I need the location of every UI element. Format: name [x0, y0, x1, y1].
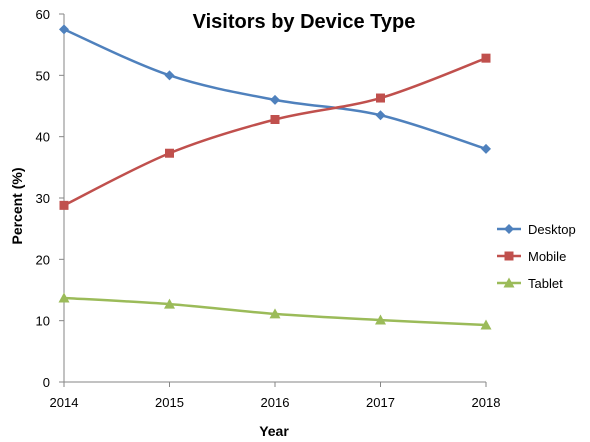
series-mobile: [59, 53, 491, 210]
tablet-point: [269, 308, 281, 319]
legend: Desktop Mobile Tablet: [497, 222, 576, 291]
x-tick-label: 2018: [472, 395, 501, 410]
mobile-point: [59, 200, 69, 210]
legend-marker: [504, 251, 514, 261]
series-group: [58, 24, 492, 330]
x-tick-label: 2016: [261, 395, 290, 410]
desktop-point: [481, 143, 491, 154]
y-tick-label: 20: [36, 252, 50, 267]
desktop-point: [270, 94, 280, 105]
legend-item-desktop: Desktop: [497, 222, 576, 237]
x-tick-label: 2015: [155, 395, 184, 410]
y-tick-label: 10: [36, 314, 50, 329]
legend-marker: [503, 277, 515, 288]
desktop-point: [59, 24, 69, 35]
x-tick-label: 2014: [50, 395, 79, 410]
legend-label: Mobile: [528, 249, 566, 264]
desktop-point: [375, 110, 386, 121]
mobile-point: [481, 53, 491, 63]
tablet-point: [375, 314, 386, 325]
series-desktop: [59, 24, 491, 154]
y-tick-label: 30: [36, 191, 50, 206]
mobile-point: [376, 93, 385, 103]
axes: 0 10 20 30 40 50 60 2014 2015 2016 2017 2018: [36, 7, 501, 410]
legend-label: Tablet: [528, 276, 563, 291]
legend-item-tablet: Tablet: [497, 276, 563, 291]
tablet-point: [164, 298, 175, 309]
x-axis-title: Year: [259, 423, 289, 439]
legend-label: Desktop: [528, 222, 576, 237]
desktop-point: [164, 70, 175, 81]
chart-title: Visitors by Device Type: [193, 11, 416, 33]
legend-marker: [504, 224, 514, 234]
y-tick-label: 60: [36, 7, 50, 22]
mobile-point: [165, 148, 174, 158]
x-tick-label: 2017: [366, 395, 395, 410]
mobile-point: [270, 114, 280, 124]
legend-item-mobile: Mobile: [497, 249, 566, 264]
y-axis-title: Percent (%): [9, 167, 25, 244]
tablet-point: [58, 292, 70, 303]
y-tick-label: 0: [43, 375, 50, 390]
series-tablet: [58, 292, 492, 330]
tablet-point: [480, 319, 492, 330]
y-tick-label: 50: [36, 68, 50, 83]
mobile-line: [63, 56, 487, 207]
desktop-line: [63, 28, 487, 151]
y-tick-label: 40: [36, 130, 50, 145]
